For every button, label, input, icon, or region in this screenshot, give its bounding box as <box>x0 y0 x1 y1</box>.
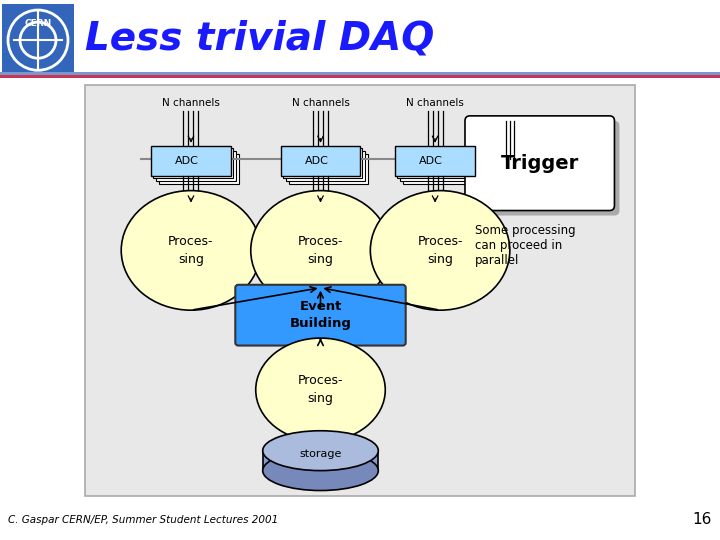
Ellipse shape <box>256 338 385 442</box>
FancyBboxPatch shape <box>151 146 231 176</box>
Text: 16: 16 <box>693 512 712 527</box>
Bar <box>0 72 720 75</box>
Text: Trigger: Trigger <box>500 154 579 173</box>
Text: Proces-
sing: Proces- sing <box>298 235 343 266</box>
Text: Event
Building: Event Building <box>289 300 351 330</box>
Text: Proces-
sing: Proces- sing <box>168 235 214 266</box>
FancyBboxPatch shape <box>465 116 614 211</box>
FancyBboxPatch shape <box>403 154 483 184</box>
Text: storage: storage <box>300 449 342 458</box>
Text: Some processing
can proceed in
parallel: Some processing can proceed in parallel <box>475 224 575 267</box>
Ellipse shape <box>121 191 261 310</box>
FancyBboxPatch shape <box>86 85 635 496</box>
FancyBboxPatch shape <box>395 146 475 176</box>
FancyBboxPatch shape <box>2 4 74 76</box>
Text: N channels: N channels <box>406 98 464 108</box>
FancyBboxPatch shape <box>283 148 362 178</box>
Bar <box>0 75 720 78</box>
Ellipse shape <box>263 431 378 470</box>
Text: Proces-
sing: Proces- sing <box>418 235 463 266</box>
Ellipse shape <box>251 191 390 310</box>
Text: N channels: N channels <box>292 98 349 108</box>
Text: C. Gaspar CERN/EP, Summer Student Lectures 2001: C. Gaspar CERN/EP, Summer Student Lectur… <box>8 515 278 525</box>
FancyBboxPatch shape <box>289 154 369 184</box>
Text: Less trivial DAQ: Less trivial DAQ <box>85 19 434 57</box>
FancyBboxPatch shape <box>153 148 233 178</box>
FancyBboxPatch shape <box>470 121 619 215</box>
Text: Proces-
sing: Proces- sing <box>298 374 343 406</box>
Text: CERN: CERN <box>24 18 52 28</box>
Text: ADC: ADC <box>175 156 199 166</box>
FancyBboxPatch shape <box>159 154 239 184</box>
Text: ADC: ADC <box>305 156 328 166</box>
FancyBboxPatch shape <box>281 146 361 176</box>
FancyBboxPatch shape <box>156 151 236 181</box>
Text: N channels: N channels <box>162 98 220 108</box>
FancyBboxPatch shape <box>397 148 477 178</box>
FancyBboxPatch shape <box>263 449 378 470</box>
Ellipse shape <box>370 191 510 310</box>
Text: ADC: ADC <box>419 156 443 166</box>
FancyBboxPatch shape <box>400 151 480 181</box>
Ellipse shape <box>263 451 378 490</box>
FancyBboxPatch shape <box>286 151 365 181</box>
FancyBboxPatch shape <box>235 285 405 346</box>
